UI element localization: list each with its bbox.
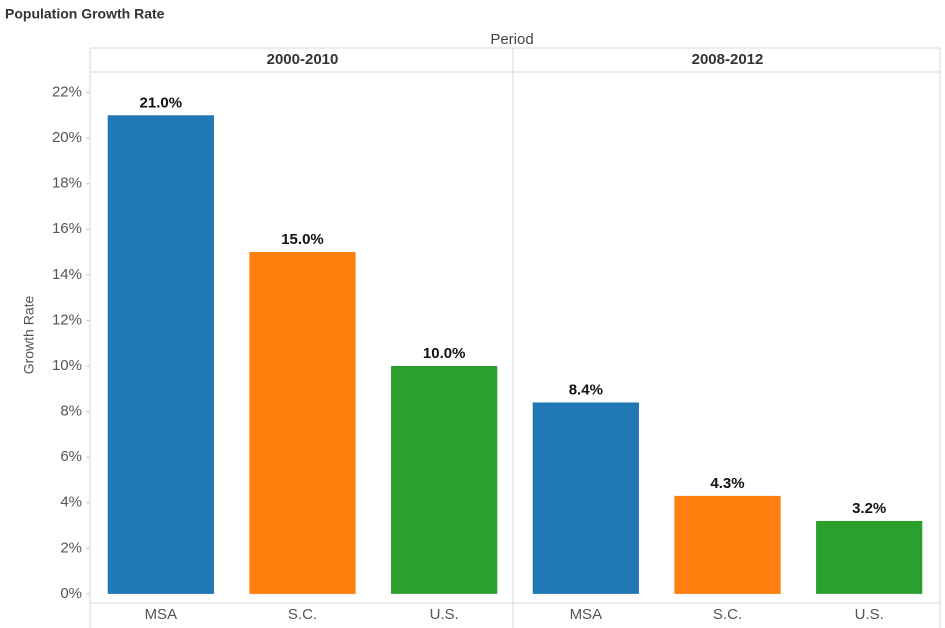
value-label: 15.0%	[281, 231, 324, 248]
bar	[107, 115, 214, 594]
y-tick-label: 10%	[52, 357, 82, 374]
x-tick-label: S.C.	[713, 606, 742, 623]
value-label: 3.2%	[852, 500, 886, 517]
panel-header: 2008-2012	[692, 51, 764, 68]
bar	[391, 365, 498, 594]
bar	[816, 520, 923, 594]
panel-header: 2000-2010	[267, 51, 339, 68]
y-tick-label: 2%	[60, 539, 82, 556]
value-label: 4.3%	[710, 475, 744, 492]
bar	[249, 252, 356, 594]
value-label: 21.0%	[140, 94, 183, 111]
column-header: Period	[490, 31, 533, 48]
y-tick-label: 22%	[52, 83, 82, 100]
x-tick-label: MSA	[145, 606, 178, 623]
x-tick-label: MSA	[570, 606, 603, 623]
bar	[674, 495, 781, 594]
value-label: 8.4%	[569, 381, 603, 398]
y-tick-label: 4%	[60, 494, 82, 511]
x-tick-label: U.S.	[855, 606, 884, 623]
y-tick-label: 20%	[52, 129, 82, 146]
y-tick-label: 8%	[60, 403, 82, 420]
y-tick-label: 12%	[52, 311, 82, 328]
value-label: 10.0%	[423, 345, 466, 362]
y-tick-label: 16%	[52, 220, 82, 237]
y-tick-label: 0%	[60, 585, 82, 602]
x-tick-label: S.C.	[288, 606, 317, 623]
y-tick-label: 14%	[52, 266, 82, 283]
bar	[532, 402, 639, 594]
y-tick-label: 6%	[60, 448, 82, 465]
y-axis-label: Growth Rate	[21, 295, 37, 374]
y-tick-label: 18%	[52, 175, 82, 192]
chart-title: Population Growth Rate	[5, 6, 165, 22]
x-tick-label: U.S.	[430, 606, 459, 623]
